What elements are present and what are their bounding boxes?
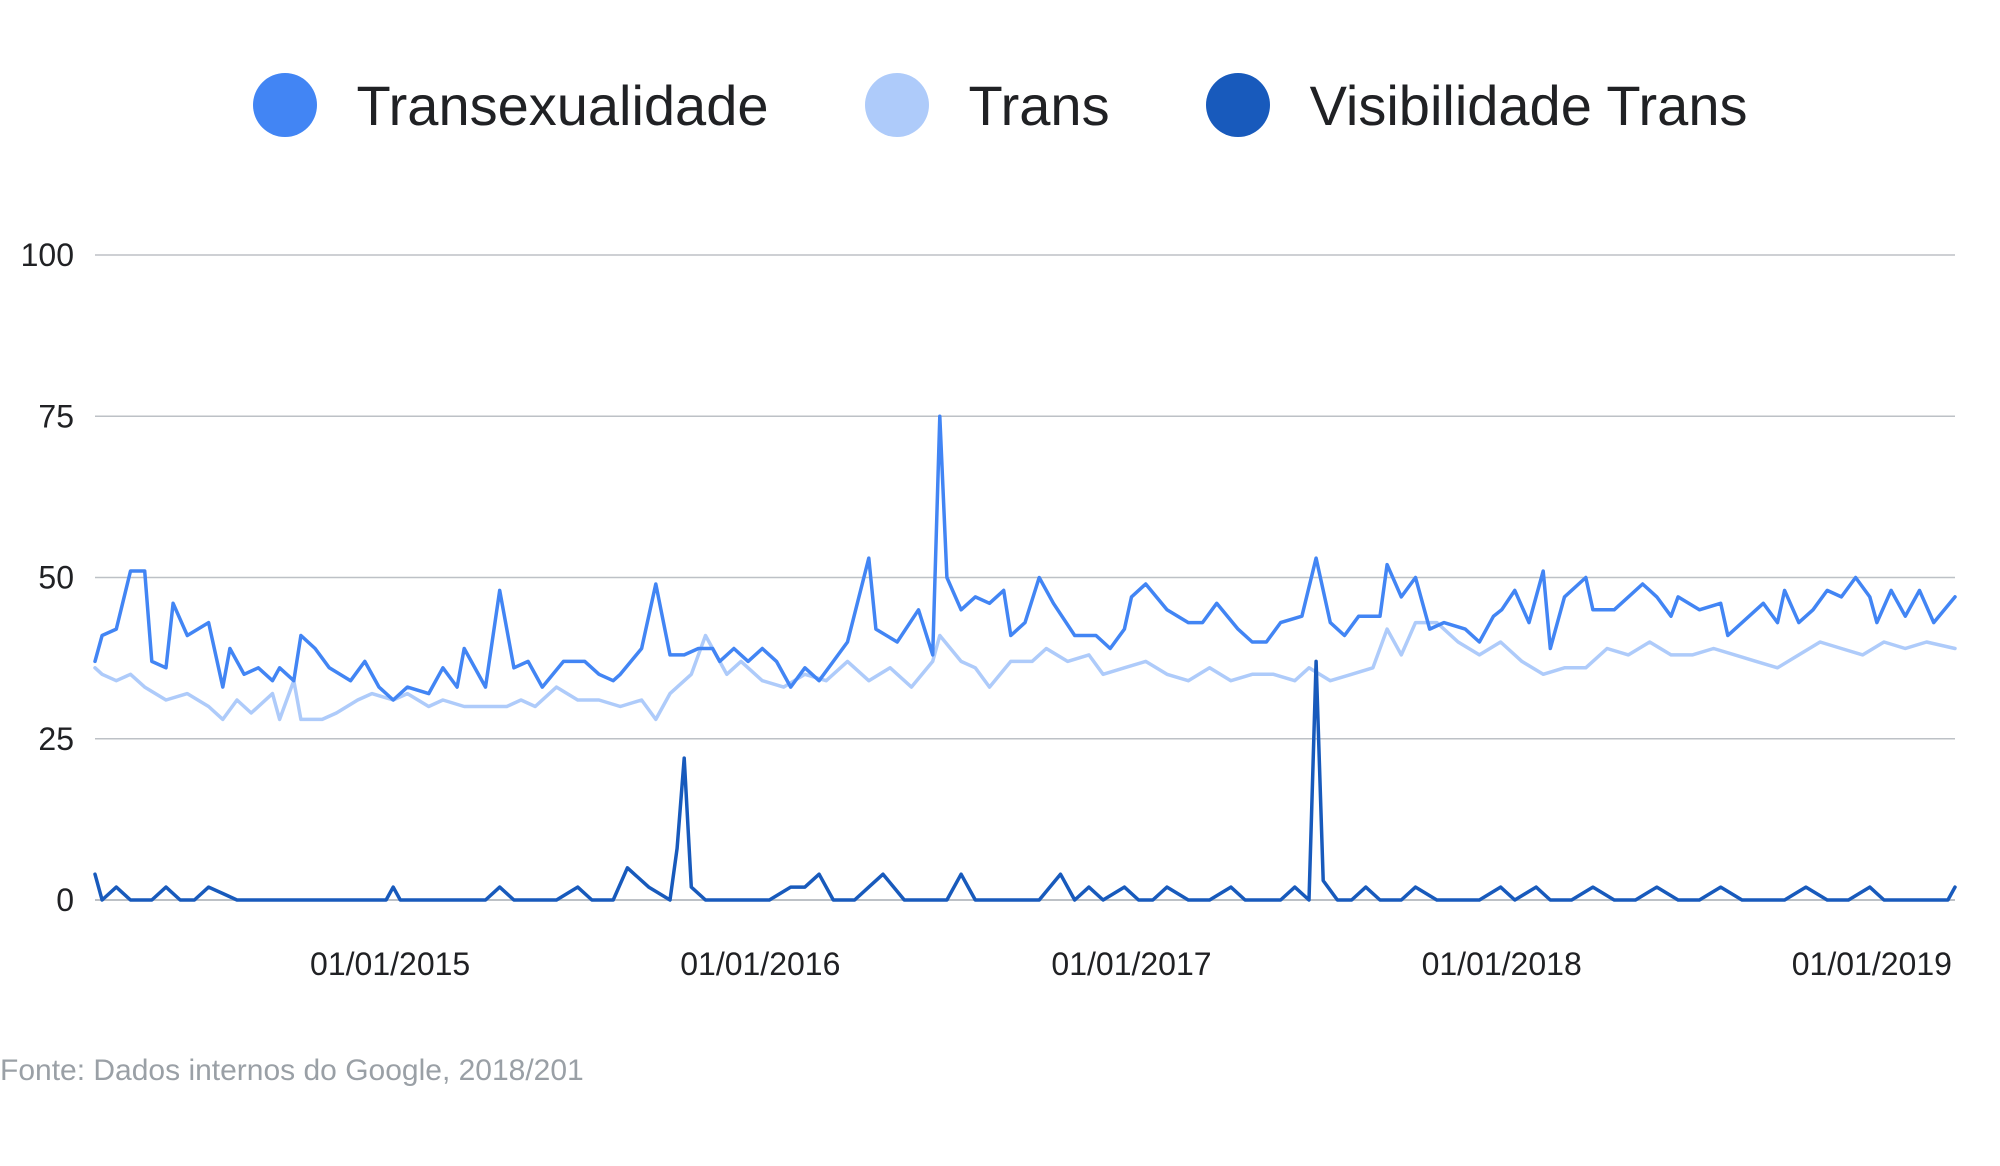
y-tick-label: 0 [56, 882, 74, 918]
series-line-trans [93, 620, 1957, 722]
x-tick-label: 01/01/2019 [1792, 946, 1952, 982]
gridlines [95, 254, 1955, 901]
chart-legend: Transexualidade Trans Visibilidade Trans [0, 60, 2000, 150]
series-line-transexualidade [93, 414, 1957, 702]
legend-label: Visibilidade Trans [1309, 73, 1748, 137]
y-tick-label: 50 [38, 560, 74, 596]
y-tick-label: 75 [38, 398, 74, 434]
series-line-visibilidade-trans [93, 659, 1957, 902]
y-axis: 0 25 50 75 100 [21, 237, 74, 918]
x-axis: 01/01/2015 01/01/2016 01/01/2017 01/01/2018… [310, 946, 1952, 982]
legend-swatch [864, 73, 929, 137]
legend-item: Trans [864, 73, 1110, 138]
legend-swatch [1205, 73, 1270, 137]
legend-label: Trans [968, 73, 1110, 137]
y-tick-label: 100 [21, 237, 74, 273]
legend-swatch [252, 73, 317, 137]
y-tick-label: 25 [38, 721, 74, 757]
legend-label: Transexualidade [356, 73, 769, 137]
x-tick-label: 01/01/2018 [1422, 946, 1582, 982]
legend-item: Visibilidade Trans [1205, 73, 1748, 138]
x-tick-label: 01/01/2017 [1051, 946, 1211, 982]
x-tick-label: 01/01/2016 [680, 946, 840, 982]
x-tick-label: 01/01/2015 [310, 946, 470, 982]
legend-item: Transexualidade [252, 73, 769, 138]
source-note: Fonte: Dados internos do Google, 2018/20… [0, 1054, 584, 1087]
series-lines [93, 414, 1957, 902]
